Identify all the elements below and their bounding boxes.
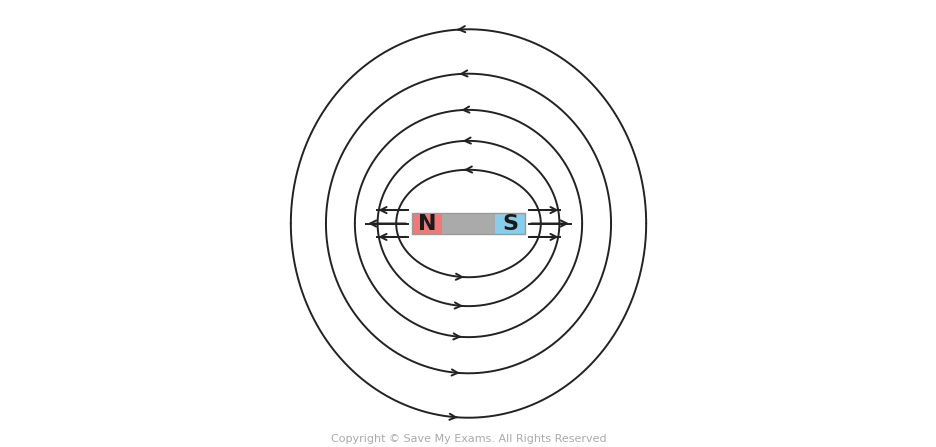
Bar (442, 213, 494, 234)
Bar (411, 213, 442, 234)
Text: S: S (502, 214, 518, 233)
Bar (411, 213, 525, 234)
Text: Copyright © Save My Exams. All Rights Reserved: Copyright © Save My Exams. All Rights Re… (330, 434, 606, 443)
Bar (494, 213, 525, 234)
Text: N: N (417, 214, 436, 233)
